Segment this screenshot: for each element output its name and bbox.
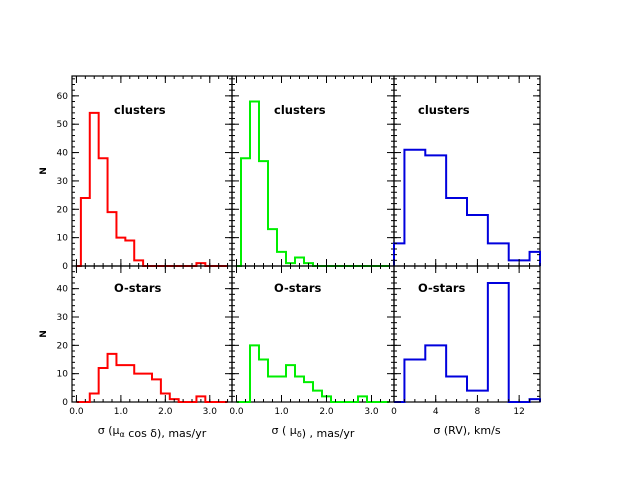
y-tick-label: 0 [62,398,68,408]
x-tick-label: 12 [513,407,524,417]
histogram-series [236,100,390,267]
y-tick-label: 40 [57,285,69,295]
y-tick-label: 10 [57,370,69,380]
y-tick-label: 20 [57,205,69,215]
y-tick-label: 50 [57,120,69,130]
panel-annotation: clusters [418,103,470,117]
x-tick-label: 1.0 [274,407,289,417]
x-axis-label: σ (RV), km/s [433,424,500,437]
panel-annotation: O-stars [418,281,466,295]
x-tick-label: 1.0 [114,407,129,417]
histogram-series [393,148,541,266]
panel-annotation: O-stars [274,281,322,295]
panel-top-right: clusters [393,75,541,267]
histogram-series [76,111,228,267]
y-tick-label: 0 [62,262,68,272]
panel-bottom-left: 0.0 1.0 2.0 3.0 0 10 20 30 40 N O-stars σ (μα cos δ… [39,265,233,440]
y-tick-label: 60 [57,92,69,102]
x-tick-label: 0.0 [229,407,244,417]
y-tick-label: 30 [57,177,69,187]
x-tick-label: 0.0 [69,407,84,417]
histogram-series [236,344,390,403]
y-tick-label: 10 [57,234,69,244]
panel-annotation: O-stars [114,281,162,295]
panel-bottom-middle: 0.0 1.0 2.0 3.0 O-stars σ ( μδ) , mas/yr [229,265,395,440]
panel-top-middle: clusters [231,75,395,267]
x-tick-label: 4 [433,407,439,417]
y-tick-label: 40 [57,149,69,159]
panel-annotation: clusters [274,103,326,117]
x-tick-label: 8 [475,407,481,417]
x-axis-label: σ ( μδ) , mas/yr [272,424,355,440]
x-tick-label: 3.0 [203,407,218,417]
x-axis-label: σ (μα cos δ), mas/yr [98,424,207,440]
panel-annotation: clusters [114,103,166,117]
x-tick-label: 0 [391,407,397,417]
y-tick-label: 20 [57,341,69,351]
histogram-series [76,352,228,403]
x-tick-label: 3.0 [364,407,379,417]
x-tick-label: 2.0 [158,407,173,417]
panel-bottom-right: 0 4 8 12 O-stars σ (RV), km/s [391,265,541,437]
x-tick-label: 2.0 [319,407,334,417]
y-axis-label: N [39,167,49,175]
y-axis-label: N [39,330,49,338]
histogram-series [394,282,541,403]
y-tick-label: 30 [57,313,69,323]
